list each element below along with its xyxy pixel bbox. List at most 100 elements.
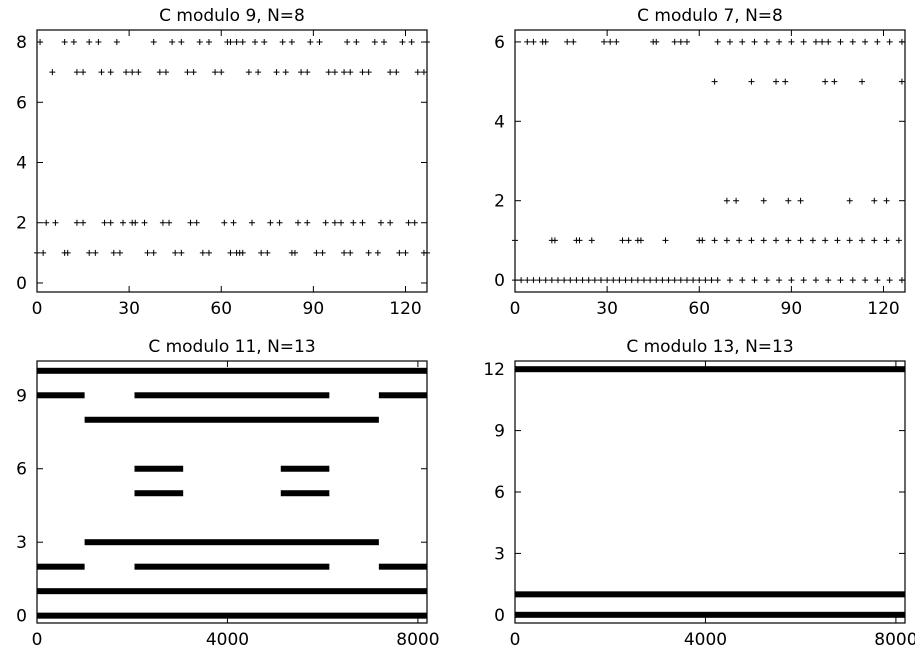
data-point: [548, 277, 555, 284]
data-point: [304, 219, 311, 226]
y-tick-label: 4: [494, 112, 505, 132]
y-tick-label: 12: [483, 360, 505, 380]
plot-area-frame: [514, 360, 906, 624]
data-point: [116, 249, 123, 256]
data-point: [365, 69, 372, 76]
data-point: [512, 237, 518, 244]
y-tick-label: 6: [494, 483, 505, 503]
data-point: [396, 249, 403, 256]
data-point: [424, 39, 430, 46]
data-point: [150, 39, 157, 46]
data-point: [304, 69, 311, 76]
y-tick-label: 0: [16, 607, 27, 627]
data-point: [172, 249, 179, 256]
data-point-run: [84, 539, 379, 546]
data-point: [760, 237, 767, 244]
data-point-run: [515, 591, 905, 598]
data-point-run: [134, 465, 184, 472]
data-point: [291, 249, 298, 256]
data-point: [874, 277, 881, 284]
data-point: [199, 249, 206, 256]
data-point: [773, 78, 780, 85]
data-point: [647, 277, 654, 284]
data-point: [662, 237, 669, 244]
chart-title: C modulo 9, N=8: [159, 6, 305, 26]
data-point: [751, 38, 758, 45]
data-point: [313, 249, 320, 256]
data-point: [733, 197, 740, 204]
data-point: [64, 249, 71, 256]
data-point: [405, 219, 412, 226]
y-tick-label: 6: [16, 93, 27, 113]
data-point: [886, 277, 893, 284]
plot-area-frame: [36, 360, 428, 624]
x-tick-label: 90: [781, 299, 803, 319]
data-point: [110, 249, 117, 256]
data-point: [677, 38, 684, 45]
data-point: [898, 38, 905, 45]
data-point: [387, 69, 394, 76]
data-point: [319, 249, 326, 256]
data-point: [822, 78, 829, 85]
data-point: [80, 219, 87, 226]
data-point: [331, 69, 338, 76]
data-point: [834, 237, 841, 244]
data-point: [393, 69, 400, 76]
data-point: [723, 197, 730, 204]
data-point: [886, 38, 893, 45]
data-point: [561, 277, 568, 284]
x-tick-label: 4000: [206, 630, 249, 650]
data-point: [107, 69, 114, 76]
data-point: [739, 277, 746, 284]
data-point: [524, 277, 531, 284]
y-tick-label: 2: [16, 214, 27, 234]
data-point: [708, 277, 715, 284]
data-point: [607, 38, 614, 45]
data-point: [567, 277, 574, 284]
data-point: [288, 39, 295, 46]
data-point: [849, 277, 856, 284]
data-point: [800, 38, 807, 45]
data-point: [665, 277, 672, 284]
data-point: [402, 249, 409, 256]
data-point: [812, 277, 819, 284]
data-point: [763, 277, 770, 284]
data-point: [73, 219, 80, 226]
data-point: [542, 277, 549, 284]
data-point-run: [37, 612, 427, 619]
data-point: [341, 69, 348, 76]
chart-panel-2: C modulo 7, N=8 0 30 60 90 120 0 2 4 6: [494, 6, 906, 319]
data-point: [524, 38, 531, 45]
data-point: [585, 277, 592, 284]
data-point: [822, 237, 829, 244]
x-tick-label: 8000: [396, 630, 439, 650]
data-point-run: [37, 392, 85, 399]
data-point: [616, 277, 623, 284]
data-point: [530, 277, 537, 284]
data-point: [365, 249, 372, 256]
data-point: [80, 69, 87, 76]
data-point: [748, 237, 755, 244]
data-point-run: [280, 465, 330, 472]
data-point: [570, 38, 577, 45]
data-point: [773, 237, 780, 244]
data-point: [622, 277, 629, 284]
data-point: [187, 219, 194, 226]
data-point: [169, 39, 176, 46]
y-tick-label: 0: [16, 274, 27, 294]
data-point: [37, 39, 44, 46]
data-point: [536, 277, 543, 284]
data-point: [193, 219, 200, 226]
data-point: [898, 277, 905, 284]
data-point-run: [37, 367, 427, 374]
data-point: [374, 249, 381, 256]
data-point: [196, 39, 203, 46]
data-point: [279, 39, 286, 46]
data-point: [874, 38, 881, 45]
data-point: [178, 39, 185, 46]
data-point: [135, 69, 142, 76]
data-point: [267, 219, 274, 226]
data-point: [776, 277, 783, 284]
data-point: [677, 277, 684, 284]
data-point: [95, 39, 102, 46]
